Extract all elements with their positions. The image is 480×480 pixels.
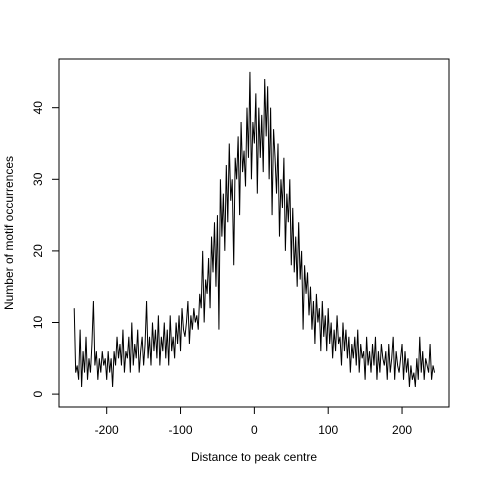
x-tick-label: 100 [318,423,338,437]
x-tick-label: -100 [169,423,193,437]
x-axis-label: Distance to peak centre [191,450,317,464]
x-tick-label: 200 [392,423,412,437]
x-tick-label: 0 [251,423,258,437]
y-tick-label: 20 [31,244,45,258]
y-tick-label: 30 [31,172,45,186]
y-tick-label: 10 [31,316,45,330]
y-axis-label: Number of motif occurrences [2,156,16,310]
data-line [73,71,436,388]
x-tick-label: -200 [95,423,119,437]
y-tick-label: 0 [31,390,45,397]
y-tick-label: 40 [31,101,45,115]
